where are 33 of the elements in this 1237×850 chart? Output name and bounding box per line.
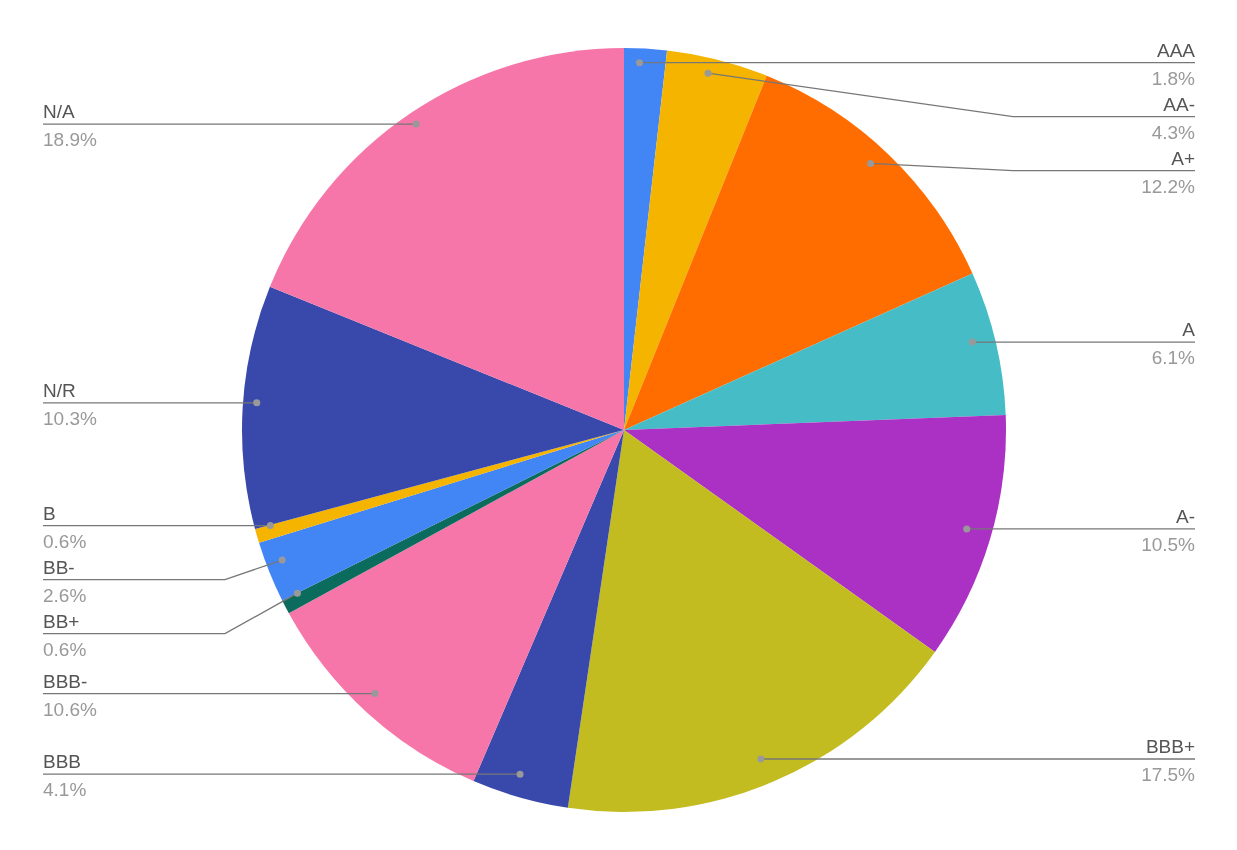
- pie-slice: [567, 430, 935, 812]
- pie-slice: [624, 415, 1006, 652]
- slice-label: A+: [1171, 147, 1195, 169]
- data-label: 17.5%: [1141, 764, 1196, 786]
- data-label: 10.5%: [1141, 533, 1196, 555]
- pie-slice: [624, 50, 767, 430]
- slice-label: AAA: [1156, 39, 1196, 61]
- slice-label: N/A: [43, 101, 75, 123]
- pie-slice: [624, 75, 973, 430]
- slice-label: BBB-: [43, 670, 88, 692]
- data-label: 12.2%: [1141, 175, 1196, 197]
- slice-label: N/R: [43, 379, 76, 401]
- slice-label: BBB: [43, 751, 82, 773]
- pie-slice: [242, 286, 624, 529]
- data-label: 4.1%: [43, 779, 87, 801]
- data-label: 0.6%: [43, 530, 87, 552]
- data-label: 10.6%: [43, 698, 97, 720]
- data-label: 0.6%: [43, 638, 87, 660]
- slice-label: AA-: [1163, 93, 1195, 115]
- data-label: 6.1%: [1151, 347, 1196, 369]
- data-label: 18.9%: [43, 129, 97, 151]
- data-label: 10.3%: [43, 407, 97, 429]
- slice-label: A-: [1176, 505, 1195, 527]
- slice-label: BB+: [43, 610, 80, 632]
- slice-label: BBB+: [1145, 736, 1195, 758]
- pie-slice: [624, 273, 1006, 430]
- slice-label: A: [1182, 319, 1196, 341]
- slice-label: BB-: [43, 556, 75, 578]
- pie-slice: [473, 430, 624, 808]
- data-label: 2.6%: [43, 584, 87, 606]
- data-label: 1.8%: [1151, 67, 1196, 89]
- slice-label: B: [43, 502, 56, 524]
- data-label: 4.3%: [1151, 121, 1196, 143]
